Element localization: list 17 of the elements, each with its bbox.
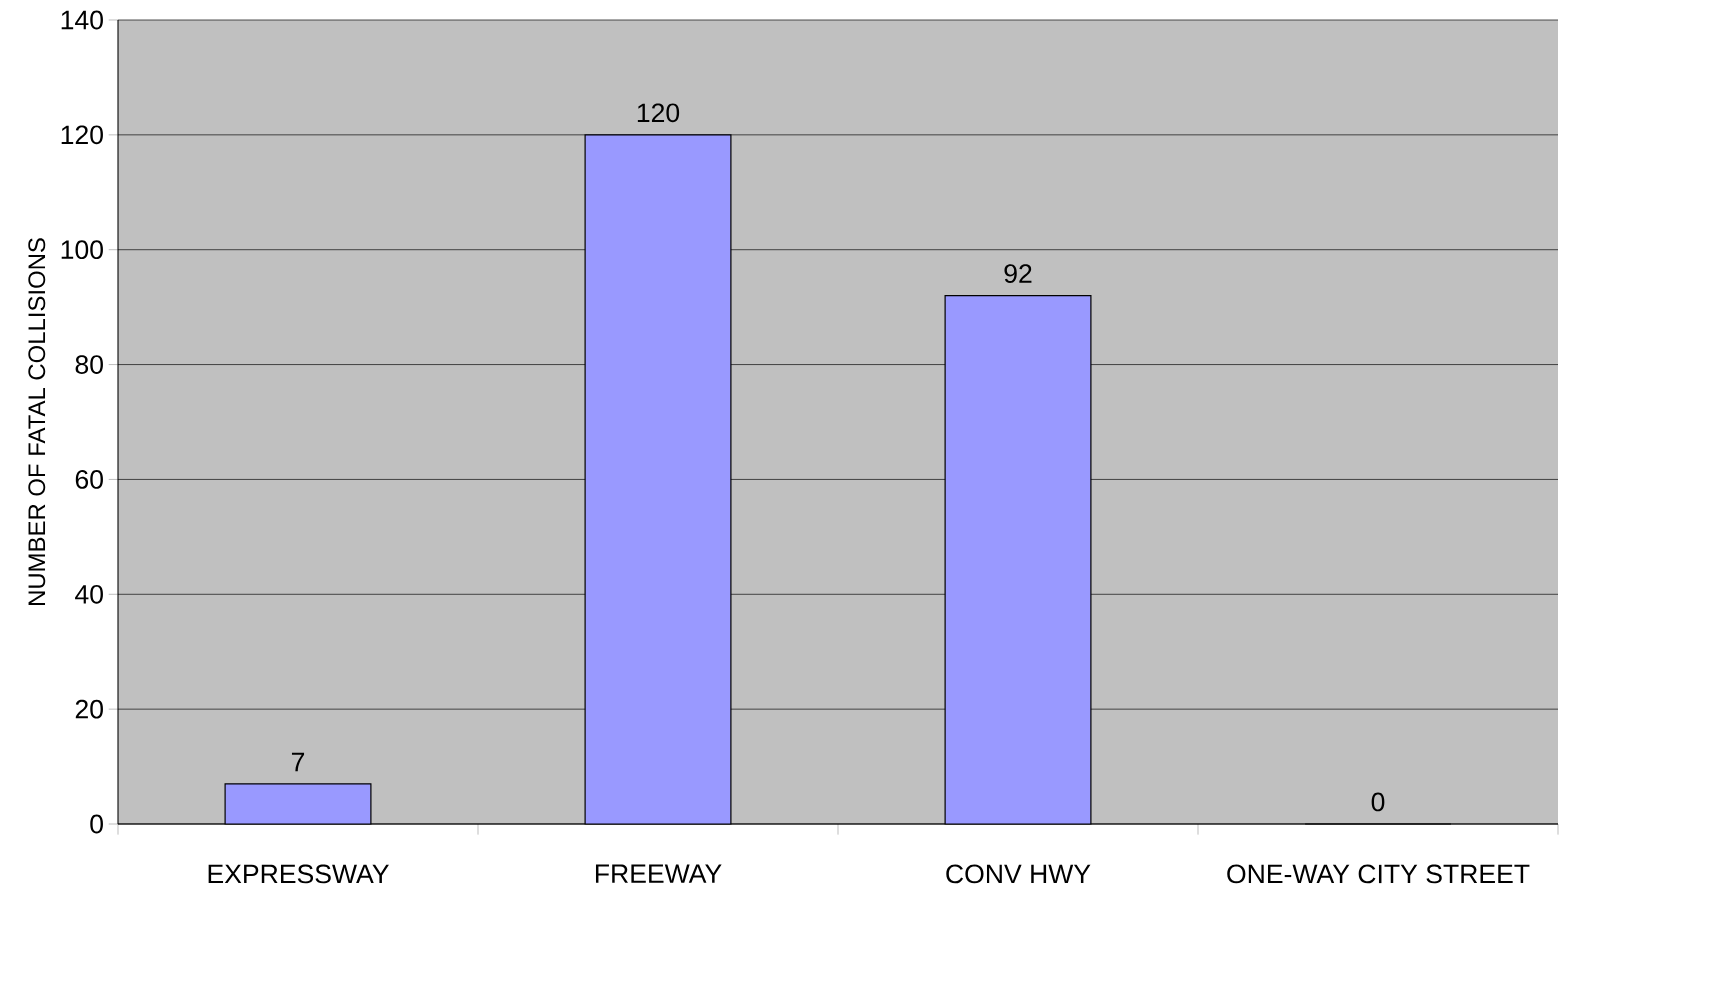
x-tick-label: CONV HWY (946, 864, 1091, 884)
y-axis-title: NUMBER OF FATAL COLLISIONS (28, 238, 46, 605)
x-tick-label: FREEWAY (595, 864, 722, 883)
x-tick-label: ONE-WAY CITY STREET (1227, 864, 1530, 884)
y-tick-label: 20 (75, 699, 103, 719)
y-tick-label: 80 (75, 355, 103, 374)
y-tick-label: 60 (75, 470, 103, 489)
data-label: 92 (1004, 264, 1032, 283)
x-tick-label: EXPRESSWAY (208, 864, 389, 884)
y-tick-label: 140 (61, 10, 103, 30)
y-tick-label: 120 (61, 125, 103, 145)
data-label: 120 (637, 103, 680, 123)
y-tick-label: 40 (75, 584, 103, 604)
data-label: 7 (291, 752, 305, 772)
y-tick-label: 100 (61, 240, 103, 260)
y-tick-label: 0 (90, 814, 103, 834)
data-label: 0 (1371, 792, 1385, 812)
